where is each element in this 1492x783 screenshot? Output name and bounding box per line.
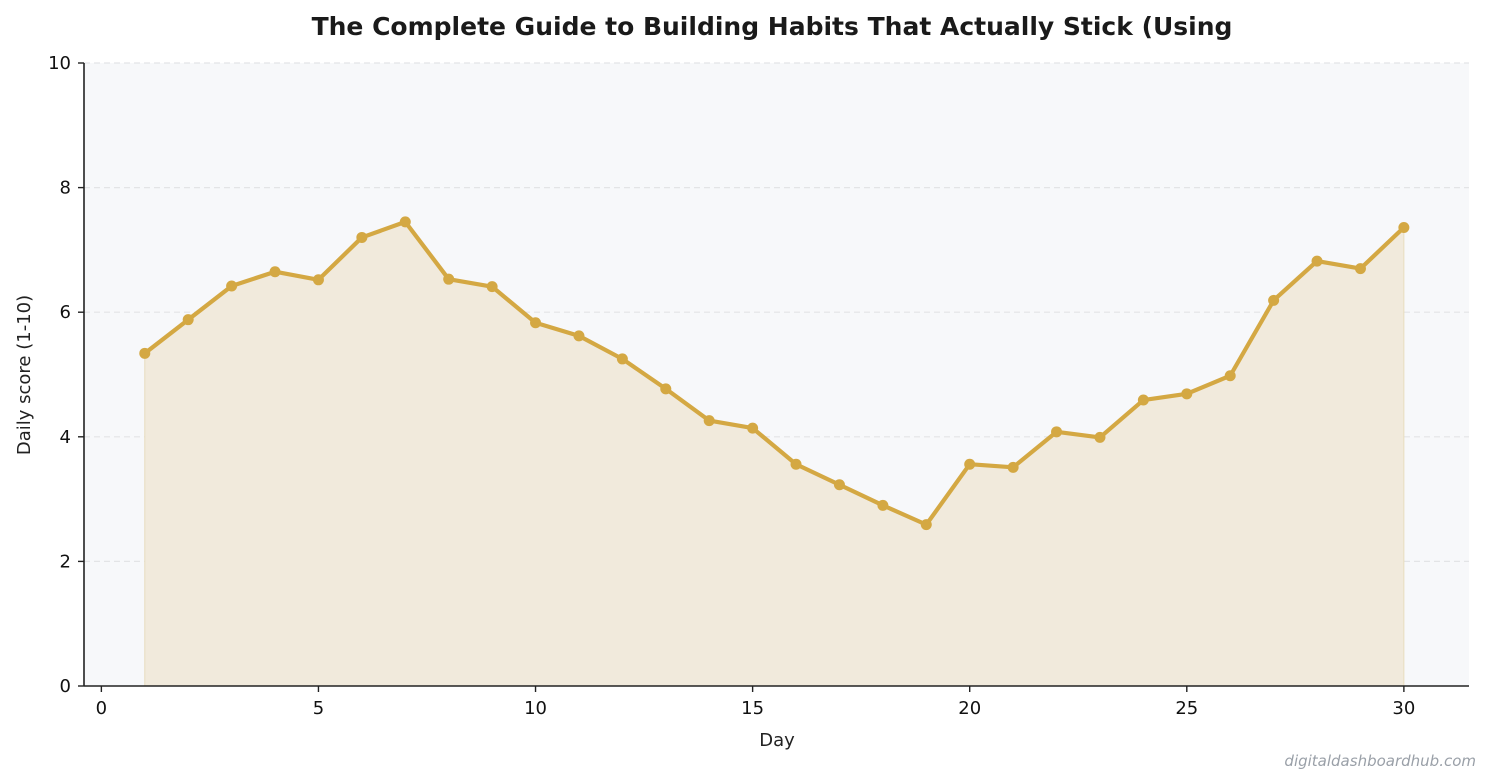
data-point <box>1137 394 1149 406</box>
y-tick-label: 8 <box>60 178 71 199</box>
data-point <box>1398 221 1410 233</box>
x-tick-label: 10 <box>524 698 547 719</box>
data-point <box>1181 388 1193 400</box>
x-tick-label: 0 <box>96 698 107 719</box>
y-tick-label: 4 <box>60 427 71 448</box>
data-point <box>877 499 889 511</box>
data-point <box>486 281 498 293</box>
y-axis-label: Daily score (1-10) <box>14 295 35 455</box>
data-point <box>1268 294 1280 306</box>
chart-title: The Complete Guide to Building Habits Th… <box>312 12 1233 41</box>
data-point <box>1094 431 1106 443</box>
data-point <box>1311 255 1323 267</box>
x-tick-label: 30 <box>1392 698 1415 719</box>
watermark: digitaldashboardhub.com <box>1284 752 1476 770</box>
data-point <box>1224 370 1236 382</box>
data-point <box>964 458 976 470</box>
y-tick-label: 6 <box>60 302 71 323</box>
data-point <box>920 519 932 531</box>
data-point <box>616 353 628 365</box>
data-point <box>660 383 672 395</box>
data-point <box>1007 461 1019 473</box>
data-point <box>530 317 542 329</box>
x-tick-label: 20 <box>958 698 981 719</box>
y-tick-label: 0 <box>60 676 71 697</box>
data-point <box>443 273 455 285</box>
data-point <box>269 266 281 278</box>
data-point <box>399 216 411 228</box>
series-line <box>142 219 1406 527</box>
data-point <box>226 280 238 292</box>
data-point <box>747 422 759 434</box>
data-point <box>356 231 368 243</box>
data-point <box>182 314 194 326</box>
y-tick-label: 10 <box>48 53 71 74</box>
data-point <box>790 458 802 470</box>
x-axis-label: Day <box>759 730 795 751</box>
data-point <box>1354 263 1366 275</box>
data-point <box>1051 426 1063 438</box>
x-tick-label: 25 <box>1175 698 1198 719</box>
data-point <box>703 415 715 427</box>
x-tick-label: 5 <box>313 698 324 719</box>
y-tick-label: 2 <box>60 551 71 572</box>
data-point <box>833 479 845 491</box>
data-point <box>573 330 585 342</box>
data-point <box>139 347 151 359</box>
x-tick-label: 15 <box>741 698 764 719</box>
data-point <box>312 274 324 286</box>
